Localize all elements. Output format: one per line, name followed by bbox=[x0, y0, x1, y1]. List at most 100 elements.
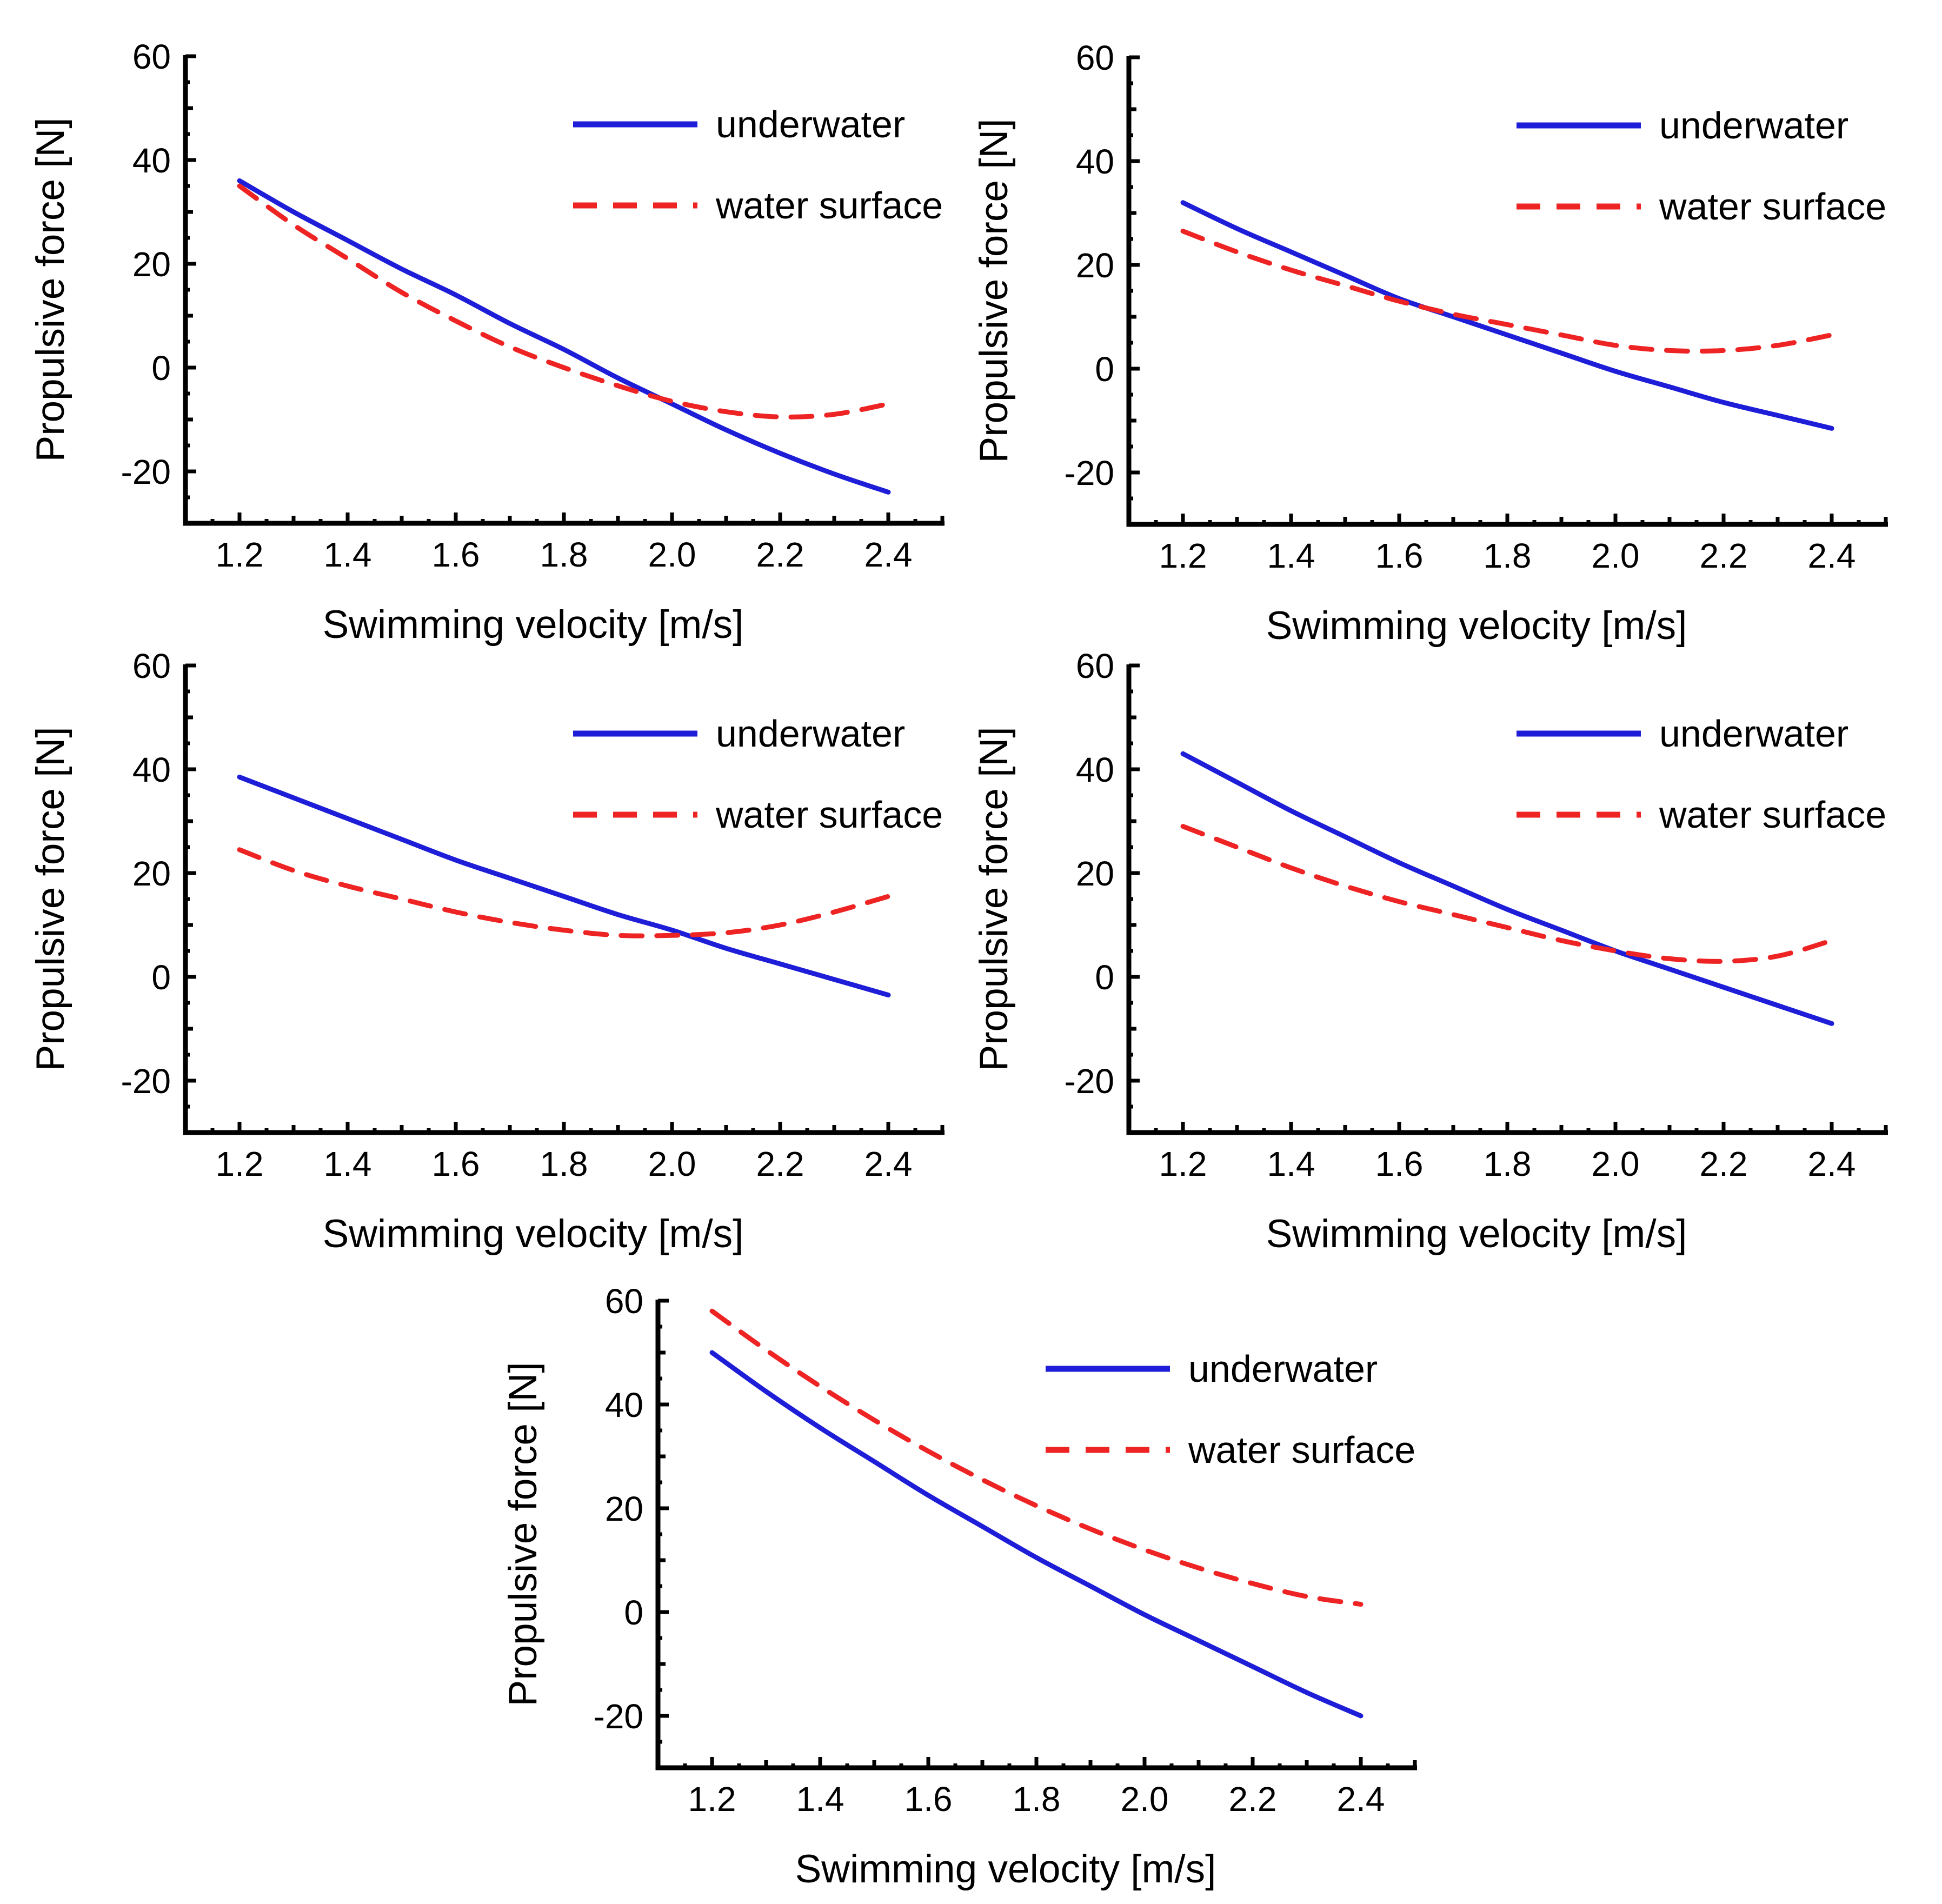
legend-label-water-surface: water surface bbox=[715, 184, 943, 227]
x-tick-label: 1.6 bbox=[1375, 1144, 1424, 1183]
chart-panel-bottom-center: 60 40 20 0 -20 1.2 1.4 1.6 1.8 2.0 2.2 2.4 Swimming … bbox=[473, 1244, 1446, 1901]
y-tick-label: -20 bbox=[121, 1062, 171, 1101]
y-tick-label: 20 bbox=[132, 245, 171, 284]
curve-water-surface bbox=[237, 183, 891, 420]
x-axis-title: Swimming velocity [m/s] bbox=[323, 1212, 744, 1256]
x-tick-label: 2.4 bbox=[1337, 1780, 1385, 1819]
y-tick-label: 40 bbox=[605, 1386, 643, 1424]
y-tick-label: 0 bbox=[151, 349, 171, 388]
x-tick-label: 1.2 bbox=[216, 535, 264, 574]
legend-label-underwater: underwater bbox=[1659, 713, 1848, 755]
x-tick-label: 2.4 bbox=[864, 535, 913, 574]
curve-underwater bbox=[237, 774, 891, 998]
x-tick-label: 1.2 bbox=[688, 1780, 736, 1819]
x-tick-label: 2.2 bbox=[756, 535, 804, 574]
y-tick-label: 20 bbox=[605, 1489, 643, 1528]
legend-label-water-surface: water surface bbox=[1659, 794, 1886, 836]
legend-label-underwater: underwater bbox=[1188, 1348, 1378, 1390]
x-tick-label: 1.4 bbox=[324, 535, 372, 574]
y-tick-label: 40 bbox=[1076, 142, 1114, 181]
x-tick-label: 1.4 bbox=[324, 1144, 372, 1183]
chart-canvas: 60 40 20 0 -20 1.2 1.4 1.6 1.8 2.0 2.2 2.4 Swimming … bbox=[972, 38, 1888, 648]
x-tick-label: 1.4 bbox=[1267, 536, 1315, 575]
y-tick-label: 0 bbox=[151, 958, 171, 997]
x-tick-label: 2.2 bbox=[1229, 1780, 1277, 1819]
x-tick-label: 2.2 bbox=[1700, 536, 1748, 575]
chart-panel-middle-right: 60 40 20 0 -20 1.2 1.4 1.6 1.8 2.0 2.2 2.4 Swimming … bbox=[943, 609, 1917, 1266]
x-tick-label: 1.6 bbox=[432, 535, 480, 574]
legend: underwater water surface bbox=[1517, 104, 1886, 228]
chart-panel-middle-left: 60 40 20 0 -20 1.2 1.4 1.6 1.8 2.0 2.2 2.4 Swimming … bbox=[0, 609, 973, 1266]
x-tick-label: 1.8 bbox=[1484, 536, 1532, 575]
curve-water-surface bbox=[1180, 229, 1834, 354]
y-tick-label: 60 bbox=[605, 1282, 643, 1321]
x-tick-label: 2.2 bbox=[1700, 1144, 1748, 1183]
y-tick-label: 20 bbox=[1076, 246, 1114, 285]
y-tick-label: 60 bbox=[132, 647, 171, 685]
curve-underwater bbox=[1180, 751, 1834, 1026]
legend-label-water-surface: water surface bbox=[1188, 1429, 1415, 1471]
legend-label-underwater: underwater bbox=[716, 713, 905, 755]
x-tick-label: 2.4 bbox=[1808, 536, 1856, 575]
legend: underwater water surface bbox=[1046, 1348, 1415, 1471]
x-tick-label: 1.4 bbox=[796, 1780, 844, 1819]
x-tick-label: 2.4 bbox=[864, 1144, 913, 1183]
y-tick-label: -20 bbox=[594, 1697, 644, 1736]
x-tick-label: 1.6 bbox=[432, 1144, 480, 1183]
chart-panel-top-left: 60 40 20 0 -20 1.2 1.4 1.6 1.8 2.0 2.2 2.4 Swimming … bbox=[0, 0, 973, 657]
y-tick-label: 60 bbox=[1076, 38, 1114, 77]
y-tick-label: 0 bbox=[1095, 958, 1114, 997]
x-tick-label: 1.6 bbox=[1375, 536, 1424, 575]
x-axis-title: Swimming velocity [m/s] bbox=[1266, 1212, 1687, 1256]
y-tick-label: 0 bbox=[624, 1593, 643, 1632]
y-axis-title: Propulsive force [N] bbox=[29, 118, 72, 462]
x-axis-title: Swimming velocity [m/s] bbox=[323, 603, 744, 647]
x-tick-label: 1.2 bbox=[1159, 536, 1207, 575]
x-tick-label: 2.0 bbox=[648, 535, 696, 574]
legend: underwater water surface bbox=[573, 103, 943, 227]
chart-canvas: 60 40 20 0 -20 1.2 1.4 1.6 1.8 2.0 2.2 2.4 Swimming … bbox=[972, 647, 1888, 1256]
legend: underwater water surface bbox=[1517, 713, 1886, 836]
x-tick-label: 2.2 bbox=[756, 1144, 804, 1183]
legend-label-underwater: underwater bbox=[716, 103, 905, 145]
y-tick-label: 40 bbox=[1076, 750, 1114, 789]
y-axis-title: Propulsive force [N] bbox=[29, 727, 72, 1071]
curve-underwater bbox=[1180, 200, 1834, 431]
x-tick-label: 1.2 bbox=[1159, 1144, 1207, 1183]
x-tick-label: 2.0 bbox=[1121, 1780, 1169, 1819]
x-axis-title: Swimming velocity [m/s] bbox=[1266, 604, 1687, 648]
x-tick-label: 1.6 bbox=[905, 1780, 953, 1819]
y-tick-label: -20 bbox=[1065, 454, 1115, 492]
y-tick-label: 20 bbox=[1076, 854, 1114, 893]
curve-underwater bbox=[709, 1350, 1364, 1719]
y-axis-title: Propulsive force [N] bbox=[972, 119, 1016, 463]
x-tick-label: 2.0 bbox=[648, 1144, 696, 1183]
x-tick-label: 1.8 bbox=[540, 1144, 588, 1183]
x-tick-label: 1.8 bbox=[1013, 1780, 1061, 1819]
y-tick-label: 40 bbox=[132, 750, 171, 789]
legend-label-water-surface: water surface bbox=[715, 794, 943, 836]
x-axis-title: Swimming velocity [m/s] bbox=[795, 1847, 1216, 1891]
y-axis-title: Propulsive force [N] bbox=[501, 1362, 545, 1707]
y-tick-label: -20 bbox=[1065, 1062, 1115, 1101]
curve-water-surface bbox=[709, 1308, 1364, 1607]
curve-water-surface bbox=[1180, 824, 1834, 964]
x-tick-label: 2.4 bbox=[1808, 1144, 1856, 1183]
x-tick-label: 1.8 bbox=[1484, 1144, 1532, 1183]
y-axis-title: Propulsive force [N] bbox=[972, 727, 1016, 1071]
y-tick-label: 0 bbox=[1095, 350, 1114, 389]
x-tick-label: 1.4 bbox=[1267, 1144, 1315, 1183]
x-tick-label: 2.0 bbox=[1592, 536, 1640, 575]
x-tick-label: 1.8 bbox=[540, 535, 588, 574]
chart-canvas: 60 40 20 0 -20 1.2 1.4 1.6 1.8 2.0 2.2 2.4 Swimming … bbox=[29, 37, 945, 647]
chart-canvas: 60 40 20 0 -20 1.2 1.4 1.6 1.8 2.0 2.2 2.4 Swimming … bbox=[29, 647, 945, 1256]
chart-canvas: 60 40 20 0 -20 1.2 1.4 1.6 1.8 2.0 2.2 2.4 Swimming … bbox=[501, 1282, 1417, 1891]
y-tick-label: 60 bbox=[132, 37, 171, 76]
chart-panel-top-right: 60 40 20 0 -20 1.2 1.4 1.6 1.8 2.0 2.2 2.4 Swimming … bbox=[943, 1, 1917, 658]
curve-underwater bbox=[237, 178, 891, 495]
y-tick-label: 40 bbox=[132, 141, 171, 180]
x-tick-label: 1.2 bbox=[216, 1144, 264, 1183]
y-tick-label: -20 bbox=[121, 452, 171, 491]
y-tick-label: 60 bbox=[1076, 647, 1114, 685]
